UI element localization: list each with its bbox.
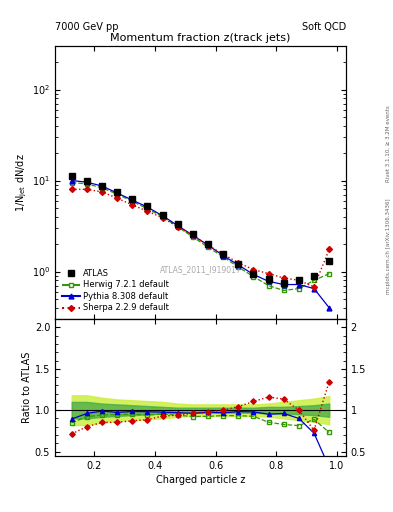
Legend: ATLAS, Herwig 7.2.1 default, Pythia 8.308 default, Sherpa 2.2.9 default: ATLAS, Herwig 7.2.1 default, Pythia 8.30…	[59, 266, 172, 315]
Text: Rivet 3.1.10, ≥ 3.2M events: Rivet 3.1.10, ≥ 3.2M events	[386, 105, 391, 182]
Text: ATLAS_2011_I919017: ATLAS_2011_I919017	[160, 266, 241, 274]
Y-axis label: Ratio to ATLAS: Ratio to ATLAS	[22, 352, 32, 423]
Text: mcplots.cern.ch [arXiv:1306.3436]: mcplots.cern.ch [arXiv:1306.3436]	[386, 198, 391, 293]
Y-axis label: 1/N$_\mathrm{jet}$ dN/dz: 1/N$_\mathrm{jet}$ dN/dz	[15, 153, 29, 212]
Text: Soft QCD: Soft QCD	[301, 22, 346, 32]
Title: Momentum fraction z(track jets): Momentum fraction z(track jets)	[110, 33, 290, 42]
X-axis label: Charged particle z: Charged particle z	[156, 475, 245, 485]
Text: 7000 GeV pp: 7000 GeV pp	[55, 22, 119, 32]
